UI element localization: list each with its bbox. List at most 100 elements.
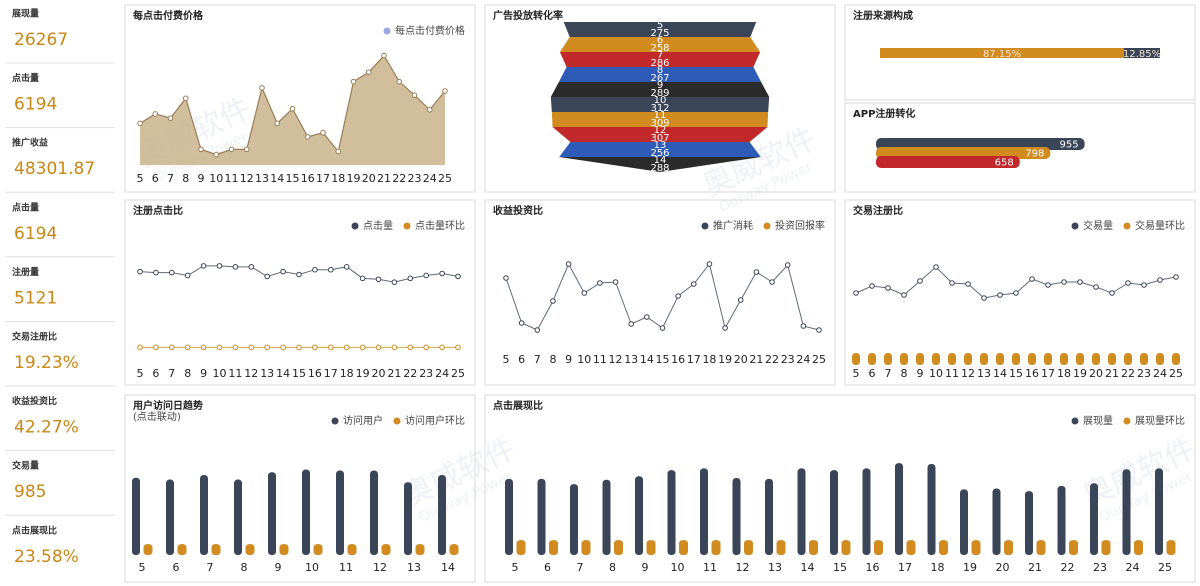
x-tick-label: 8 — [184, 367, 191, 380]
bar — [948, 353, 956, 365]
kpi-label: 点击展现比 — [12, 524, 57, 536]
bar — [646, 540, 656, 555]
legend-label: 点击量 — [363, 220, 393, 232]
legend-label: 展现量 — [1083, 415, 1113, 427]
legend-dot — [763, 222, 771, 230]
legend-label: 推广消耗 — [713, 219, 753, 232]
bar — [1140, 353, 1148, 365]
kpi-label: 点击量 — [12, 72, 39, 84]
x-tick-label: 21 — [749, 353, 763, 366]
panel — [124, 199, 476, 386]
bar — [1122, 469, 1131, 555]
funnel-value: 288 — [650, 163, 669, 174]
x-tick-label: 7 — [167, 172, 174, 185]
point — [328, 266, 334, 273]
point — [391, 279, 398, 285]
bar — [581, 540, 591, 555]
x-tick-label: 10 — [213, 367, 227, 380]
point — [565, 261, 572, 267]
value-label: 12.85% — [1123, 49, 1161, 60]
legend-dot — [393, 417, 401, 425]
funnel-segment — [550, 82, 770, 97]
bar — [1108, 353, 1116, 365]
bar — [570, 484, 578, 555]
bar — [1166, 540, 1176, 555]
point — [182, 95, 189, 102]
x-tick-label: 25 — [438, 172, 452, 185]
bar — [996, 353, 1004, 365]
x-tick-label: 24 — [435, 367, 449, 380]
point — [597, 280, 603, 286]
point — [152, 111, 159, 117]
x-tick-label: 10 — [929, 367, 943, 380]
bar — [964, 353, 972, 365]
x-tick-label: 7 — [534, 353, 541, 366]
chart-title: 每点击付费价格 — [133, 9, 204, 22]
kpi-value: 6194 — [14, 95, 57, 115]
value-label: 955 — [1060, 140, 1079, 151]
bar — [313, 544, 323, 555]
funnel-value: 275 — [650, 28, 669, 39]
point — [1173, 274, 1179, 280]
point — [1125, 280, 1131, 286]
point — [153, 344, 159, 351]
x-tick-label: 8 — [182, 172, 189, 185]
point — [411, 92, 418, 99]
bar — [862, 468, 871, 555]
funnel-category: 10 — [654, 95, 667, 106]
x-tick-label: 20 — [372, 367, 386, 380]
x-tick-label: 16 — [1025, 367, 1039, 380]
bar — [906, 540, 916, 555]
funnel-segment — [559, 37, 761, 52]
point — [1109, 290, 1115, 296]
point — [1045, 282, 1051, 288]
point — [391, 344, 398, 351]
bar — [211, 544, 221, 555]
bar — [1057, 485, 1066, 555]
point — [769, 279, 775, 285]
x-tick-label: 15 — [1009, 367, 1023, 380]
bar — [1172, 353, 1180, 365]
x-tick-label: 24 — [423, 172, 437, 185]
point — [264, 273, 271, 280]
bar — [679, 540, 688, 555]
bar — [549, 540, 558, 555]
x-tick-label: 11 — [945, 367, 959, 380]
point — [1157, 277, 1163, 283]
x-tick-label: 8 — [901, 367, 908, 380]
bar — [992, 488, 1001, 555]
point — [169, 344, 175, 351]
x-tick-label: 12 — [609, 353, 623, 366]
funnel-category: 14 — [654, 155, 667, 166]
value-label: 658 — [995, 158, 1014, 169]
funnel-value: 267 — [650, 73, 669, 84]
x-tick-label: 25 — [812, 353, 826, 366]
x-tick-label: 7 — [168, 367, 175, 380]
x-tick-label: 22 — [1061, 561, 1075, 574]
x-tick-label: 18 — [931, 561, 945, 574]
bar — [1028, 353, 1036, 365]
point — [407, 275, 414, 282]
point — [198, 146, 204, 153]
x-tick-label: 8 — [241, 561, 248, 574]
x-tick-label: 12 — [240, 172, 254, 185]
funnel-segment — [563, 22, 757, 37]
kpi-label: 点击量 — [12, 201, 39, 213]
funnel-category: 11 — [654, 110, 667, 121]
x-tick-label: 15 — [286, 172, 300, 185]
point — [706, 261, 713, 267]
funnel-segment — [559, 142, 761, 157]
bar — [635, 476, 643, 555]
point — [628, 321, 635, 327]
point — [248, 264, 255, 270]
x-tick-label: 8 — [609, 561, 616, 574]
legend-label: 访问用户 — [343, 414, 383, 427]
x-tick-label: 13 — [407, 561, 421, 574]
kpi-label: 展现量 — [12, 8, 39, 20]
x-tick-label: 15 — [833, 561, 847, 574]
legend-dot — [351, 222, 359, 230]
panel — [844, 4, 1196, 101]
legend-dot — [1123, 417, 1131, 425]
point — [289, 105, 296, 112]
